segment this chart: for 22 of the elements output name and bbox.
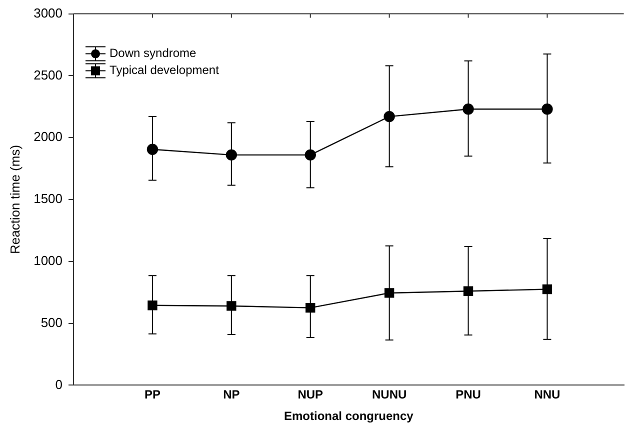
y-tick-label: 1500	[34, 191, 63, 206]
y-tick-label: 1000	[34, 252, 63, 268]
point	[226, 301, 236, 311]
point	[384, 288, 394, 298]
x-tick-label: NNU	[534, 388, 560, 402]
y-tick-label: 2500	[34, 67, 63, 82]
point	[384, 110, 395, 122]
x-tick-label: PNU	[456, 388, 481, 402]
y-tick-label: 500	[40, 314, 63, 330]
y-tick-label: 2000	[34, 129, 63, 144]
point	[462, 104, 474, 115]
y-tick-label: 3000	[34, 5, 63, 20]
legend-label: Down syndrome	[110, 46, 197, 60]
legend-label: Typical development	[110, 63, 220, 78]
x-tick-label: NUP	[298, 388, 324, 402]
x-tick-label: NP	[223, 388, 240, 402]
x-tick-label: NUNU	[372, 388, 407, 402]
y-tick-label: 0	[55, 376, 63, 392]
point	[148, 300, 158, 310]
x-tick-label: PP	[144, 388, 160, 402]
y-axis-title: Reaction time (ms)	[7, 144, 22, 254]
x-axis-title: Emotional congruency	[284, 409, 414, 424]
